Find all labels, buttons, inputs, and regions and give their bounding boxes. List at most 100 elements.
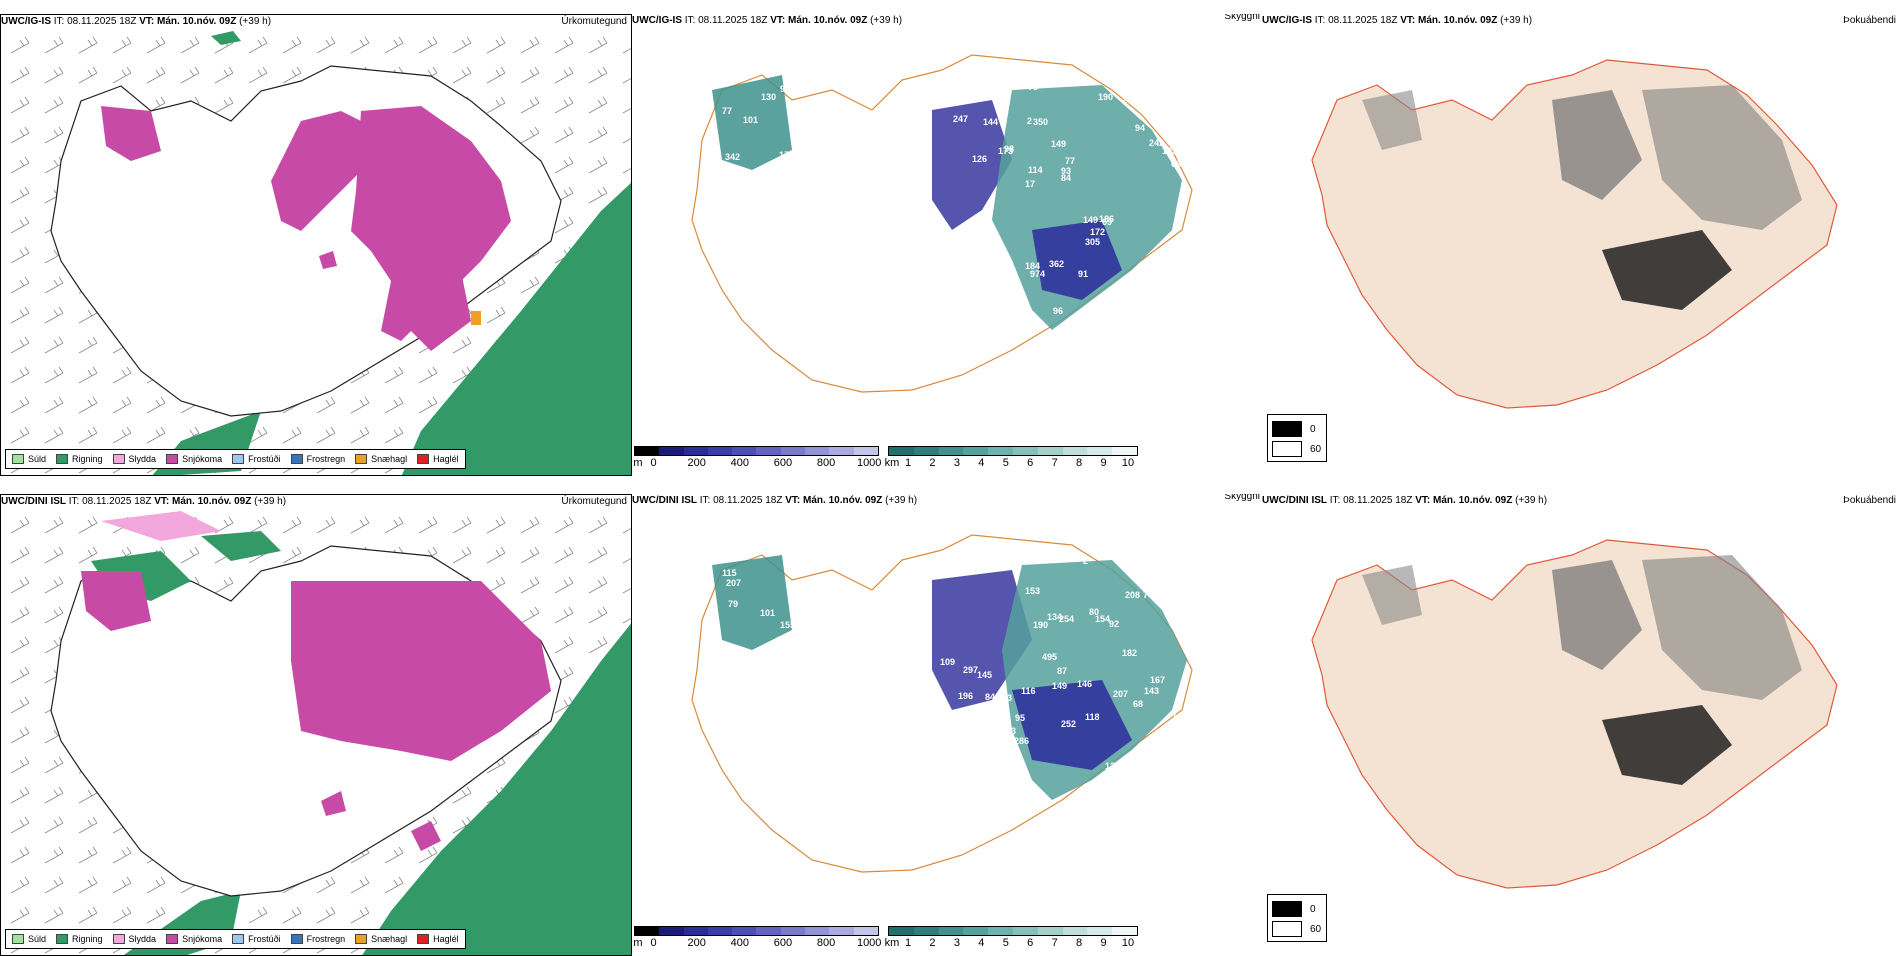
legend-item-slydda: Slydda — [112, 454, 156, 464]
wind-barb — [10, 366, 30, 384]
legend-swatch — [12, 454, 24, 464]
fog-area — [1642, 555, 1802, 700]
colorbar-segment — [1087, 927, 1113, 935]
wind-barb — [418, 36, 438, 54]
wind-barb — [350, 516, 370, 534]
legend-swatch — [417, 454, 430, 464]
wind-barb — [10, 426, 30, 444]
precip-legend: Súld Rigning Slydda Snjókoma Frostúði Fr… — [5, 449, 466, 469]
panel-title: Þokuábendi — [1843, 15, 1896, 26]
visibility-value-label: 153 — [1025, 586, 1040, 596]
legend-label: Frostúði — [248, 454, 281, 464]
wind-barb — [10, 846, 30, 864]
legend-label: Súld — [28, 934, 47, 944]
visibility-value-label: 207 — [726, 578, 741, 588]
wind-barb — [214, 576, 234, 594]
wind-barb — [10, 276, 30, 294]
fog-legend-bottom: 0 60 — [1267, 894, 1327, 942]
snow-area — [271, 111, 371, 231]
legend-item-rigning: Rigning — [56, 454, 103, 464]
visibility-value-label: 266 — [1008, 758, 1023, 768]
visibility-value-label: 90 — [780, 84, 790, 94]
visibility-value-label: 128 — [1105, 761, 1120, 771]
visibility-km-colorbar: km 1 2 3 4 5 6 7 8 9 10 — [885, 446, 1138, 472]
wind-barb — [282, 546, 302, 564]
colorbar-tick: 4 — [978, 457, 985, 469]
visibility-value-label: 190 — [1033, 620, 1048, 630]
colorbar-tick: 3 — [953, 457, 960, 469]
visibility-value-label: 118 — [1085, 712, 1100, 722]
wind-barb — [10, 876, 30, 894]
legend-item-snaehagl: Snæhagl — [355, 454, 407, 464]
visibility-value-label: 101 — [760, 608, 775, 618]
visibility-value-label: 130 — [761, 92, 776, 102]
visibility-value-label: 79 — [728, 599, 738, 609]
it-label: IT: — [68, 496, 80, 507]
legend-swatch — [56, 934, 69, 944]
wind-barb — [452, 786, 472, 804]
colorbar-segment — [635, 447, 660, 455]
wind-barb — [282, 516, 302, 534]
visibility-value-label: 2 — [1027, 116, 1032, 126]
wind-barb — [44, 786, 64, 804]
wind-barb — [10, 306, 30, 324]
colorbar-tick: 10 — [1121, 937, 1135, 949]
wind-barb — [588, 96, 608, 114]
legend-swatch — [166, 934, 179, 944]
colorbar-tick: 9 — [1100, 937, 1107, 949]
wind-barb — [44, 96, 64, 114]
visibility-value-label: 94 — [1135, 123, 1145, 133]
visibility-value-label: 186 — [1099, 214, 1114, 224]
wind-barb — [10, 156, 30, 174]
low-visibility-area — [712, 75, 792, 170]
wind-barb — [10, 66, 30, 84]
wind-barb — [384, 426, 404, 444]
colorbar-tick: 800 — [816, 937, 836, 949]
wind-barb — [10, 546, 30, 564]
visibility-value-label: 286 — [1014, 736, 1029, 746]
fog-legend-item: 60 — [1272, 921, 1321, 937]
panel-header: UWC/DINI ISL IT: 08.11.2025 18Z VT: Mán.… — [632, 494, 1262, 510]
colorbar-segment — [659, 447, 684, 455]
fog-legend-swatch — [1272, 441, 1302, 457]
wind-barb — [44, 336, 64, 354]
snow-area — [321, 791, 346, 816]
wind-barb — [588, 156, 608, 174]
colorbar-segment — [756, 927, 781, 935]
vt-label: VT: — [139, 16, 155, 27]
wind-barb — [44, 876, 64, 894]
wind-barb — [588, 636, 608, 654]
visibility-value-label: 78 — [1028, 82, 1038, 92]
colorbar-strip — [888, 446, 1138, 456]
legend-label: Slydda — [128, 934, 157, 944]
wind-barb — [10, 606, 30, 624]
visibility-panel-top: UWC/IG-IS IT: 08.11.2025 18Z VT: Mán. 10… — [632, 14, 1262, 476]
wind-barb — [44, 816, 64, 834]
visibility-value-label: 95 — [1142, 266, 1152, 276]
visibility-value-label: 17 — [1025, 179, 1035, 189]
wind-barb — [554, 516, 574, 534]
wind-barb — [112, 396, 132, 414]
lead-time: (+39 h) — [1500, 15, 1533, 26]
legend-swatch — [417, 934, 430, 944]
wind-barb — [520, 606, 540, 624]
fog-panel-bottom: UWC/DINI ISL IT: 08.11.2025 18Z VT: Mán.… — [1262, 494, 1900, 956]
legend-label: Frostúði — [248, 934, 281, 944]
rain-area — [401, 182, 631, 475]
colorbar-tick: 0 — [650, 937, 657, 949]
wind-barb — [112, 36, 132, 54]
colorbar-segment — [889, 927, 914, 935]
it-label: IT: — [53, 16, 65, 27]
legend-label: Frostregn — [306, 934, 346, 944]
wind-barb — [520, 546, 540, 564]
model-name: UWC/IG-IS — [1262, 15, 1312, 26]
fog-area — [1602, 705, 1732, 785]
wind-barb — [520, 516, 540, 534]
wind-barb — [486, 36, 506, 54]
legend-item-frostudi: Frostúði — [232, 454, 281, 464]
wind-barb — [554, 156, 574, 174]
wind-barb — [10, 246, 30, 264]
visibility-value-label: 252 — [1061, 719, 1076, 729]
panel-title: Skyggni — [1224, 494, 1260, 502]
wind-barb — [588, 606, 608, 624]
